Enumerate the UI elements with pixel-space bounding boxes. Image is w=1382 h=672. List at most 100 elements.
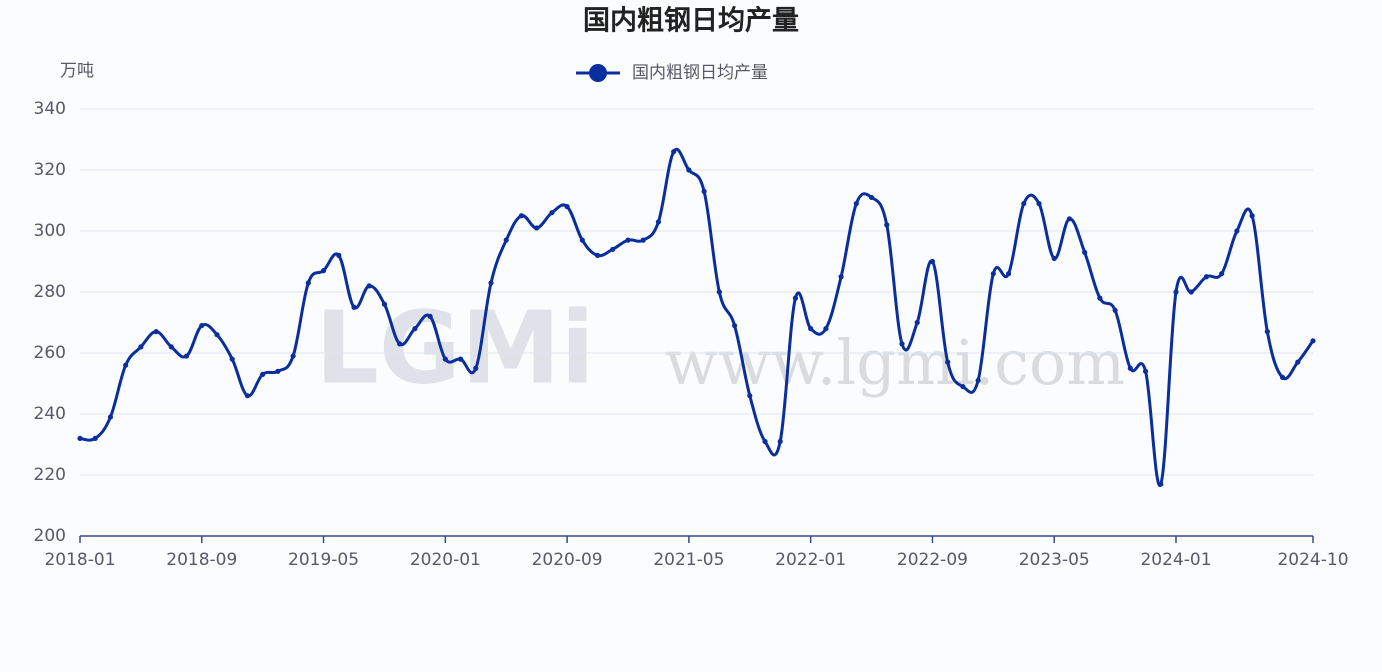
data-point bbox=[1234, 228, 1240, 234]
data-point bbox=[534, 225, 540, 231]
data-point bbox=[579, 237, 585, 243]
data-point bbox=[1310, 338, 1316, 344]
data-point bbox=[1097, 295, 1103, 301]
data-point bbox=[320, 268, 327, 274]
data-point bbox=[260, 371, 266, 377]
data-point bbox=[183, 353, 190, 359]
data-point bbox=[914, 319, 920, 326]
data-point bbox=[960, 383, 966, 390]
x-tick-label: 2022-01 bbox=[775, 550, 846, 570]
data-point bbox=[686, 167, 692, 173]
data-point bbox=[1021, 200, 1027, 207]
data-point bbox=[1127, 365, 1133, 371]
data-point bbox=[503, 237, 509, 243]
x-tick-label: 2020-01 bbox=[410, 550, 481, 570]
y-tick-label: 280 bbox=[34, 282, 66, 302]
x-tick-label: 2024-01 bbox=[1140, 550, 1211, 570]
data-point bbox=[853, 200, 859, 207]
data-point bbox=[442, 356, 448, 362]
data-point bbox=[975, 377, 981, 384]
x-tick-label: 2024-10 bbox=[1277, 550, 1348, 570]
y-tick-label: 200 bbox=[34, 526, 66, 546]
data-point bbox=[1264, 329, 1270, 335]
data-point bbox=[1219, 271, 1225, 277]
data-point bbox=[427, 313, 433, 319]
data-point bbox=[640, 237, 646, 243]
data-point bbox=[366, 283, 372, 289]
data-point bbox=[777, 438, 783, 445]
data-point bbox=[123, 362, 129, 368]
chart-title: 国内粗钢日均产量 bbox=[583, 6, 799, 37]
data-point bbox=[244, 393, 251, 399]
data-point bbox=[229, 356, 235, 362]
data-point bbox=[929, 258, 936, 265]
x-tick-label: 2021-05 bbox=[653, 550, 724, 570]
data-point bbox=[153, 329, 159, 335]
data-point bbox=[945, 359, 951, 365]
data-point bbox=[92, 435, 98, 441]
data-point bbox=[564, 204, 570, 210]
data-point bbox=[625, 237, 631, 243]
data-point bbox=[762, 438, 768, 445]
data-point bbox=[336, 252, 342, 258]
data-point bbox=[1203, 274, 1210, 280]
watermark-logo: LGMi bbox=[315, 289, 595, 406]
y-tick-label: 220 bbox=[34, 465, 66, 485]
data-point bbox=[868, 194, 875, 201]
data-point bbox=[594, 252, 601, 258]
data-point bbox=[808, 326, 814, 332]
data-point bbox=[305, 280, 311, 286]
data-point bbox=[1142, 368, 1149, 374]
data-point bbox=[792, 295, 799, 301]
data-point bbox=[1158, 481, 1164, 487]
data-point bbox=[1036, 200, 1042, 207]
legend-marker bbox=[589, 64, 607, 82]
data-point bbox=[990, 271, 996, 277]
data-point bbox=[1112, 307, 1118, 313]
data-point bbox=[899, 341, 905, 347]
x-tick-label: 2018-09 bbox=[166, 550, 237, 570]
data-point bbox=[1279, 374, 1286, 380]
data-point bbox=[701, 188, 707, 194]
data-point bbox=[488, 280, 494, 286]
y-tick-label: 320 bbox=[34, 160, 66, 180]
data-point bbox=[549, 210, 555, 216]
x-tick-label: 2020-09 bbox=[532, 550, 603, 570]
data-point bbox=[655, 219, 662, 225]
data-point bbox=[138, 344, 144, 350]
data-point bbox=[1082, 249, 1088, 255]
data-point bbox=[671, 149, 677, 155]
legend-label: 国内粗钢日均产量 bbox=[632, 63, 768, 83]
data-point bbox=[1188, 289, 1194, 295]
data-point bbox=[823, 326, 829, 332]
data-point bbox=[214, 332, 220, 338]
data-point bbox=[77, 435, 83, 441]
data-point bbox=[457, 356, 464, 362]
data-point bbox=[884, 222, 890, 228]
data-point bbox=[381, 301, 388, 307]
data-point bbox=[397, 341, 403, 347]
data-point bbox=[107, 414, 114, 420]
data-point bbox=[275, 368, 281, 374]
y-tick-label: 240 bbox=[34, 404, 66, 424]
data-point bbox=[1295, 359, 1301, 365]
y-tick-label: 300 bbox=[34, 221, 66, 241]
data-point bbox=[731, 322, 738, 329]
data-point bbox=[1249, 213, 1255, 219]
y-tick-label: 340 bbox=[34, 99, 66, 119]
y-tick-label: 260 bbox=[34, 343, 66, 363]
data-point bbox=[412, 326, 418, 332]
data-point bbox=[199, 322, 205, 329]
series-line bbox=[79, 148, 1315, 487]
x-tick-label: 2022-09 bbox=[897, 550, 968, 570]
data-point bbox=[610, 246, 616, 252]
data-point bbox=[518, 213, 525, 219]
x-tick-label: 2018-01 bbox=[44, 550, 115, 570]
data-point bbox=[1005, 271, 1012, 277]
data-point bbox=[716, 289, 722, 295]
y-unit: 万吨 bbox=[60, 61, 94, 81]
data-point bbox=[1051, 255, 1057, 262]
data-point bbox=[290, 353, 296, 359]
data-point bbox=[747, 393, 753, 399]
